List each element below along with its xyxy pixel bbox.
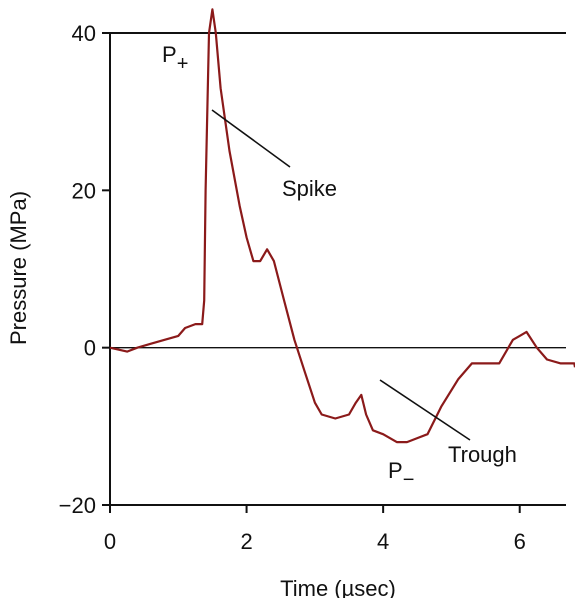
annotation-p-plus-sub: + [177,53,189,75]
y-tick-label: −20 [59,493,96,518]
trough-leader-line [379,379,471,441]
y-tick-label: 0 [84,336,96,361]
y-tick-label: 40 [72,21,96,46]
spike-leader-line [211,109,291,168]
annotation-p-minus-sub: − [403,469,415,491]
annotation-trough: Trough [448,442,517,467]
x-tick-label: 2 [240,529,252,554]
x-ticks: 0 2 4 6 [104,505,526,554]
y-tick-label: 20 [72,178,96,203]
series-line-pressure [109,8,575,444]
x-tick-label: 6 [514,529,526,554]
y-axis-label: Pressure (MPa) [6,191,31,345]
annotation-p-minus: P− [388,458,414,491]
x-tick-label: 0 [104,529,116,554]
annotation-p-plus: P+ [162,42,188,75]
annotation-p-minus-main: P [388,458,403,483]
x-axis-label: Time (µsec) [280,576,396,598]
y-ticks: −20 0 20 40 [59,21,110,518]
x-tick-label: 4 [377,529,389,554]
annotation-p-plus-main: P [162,42,177,67]
annotation-spike: Spike [282,176,337,201]
